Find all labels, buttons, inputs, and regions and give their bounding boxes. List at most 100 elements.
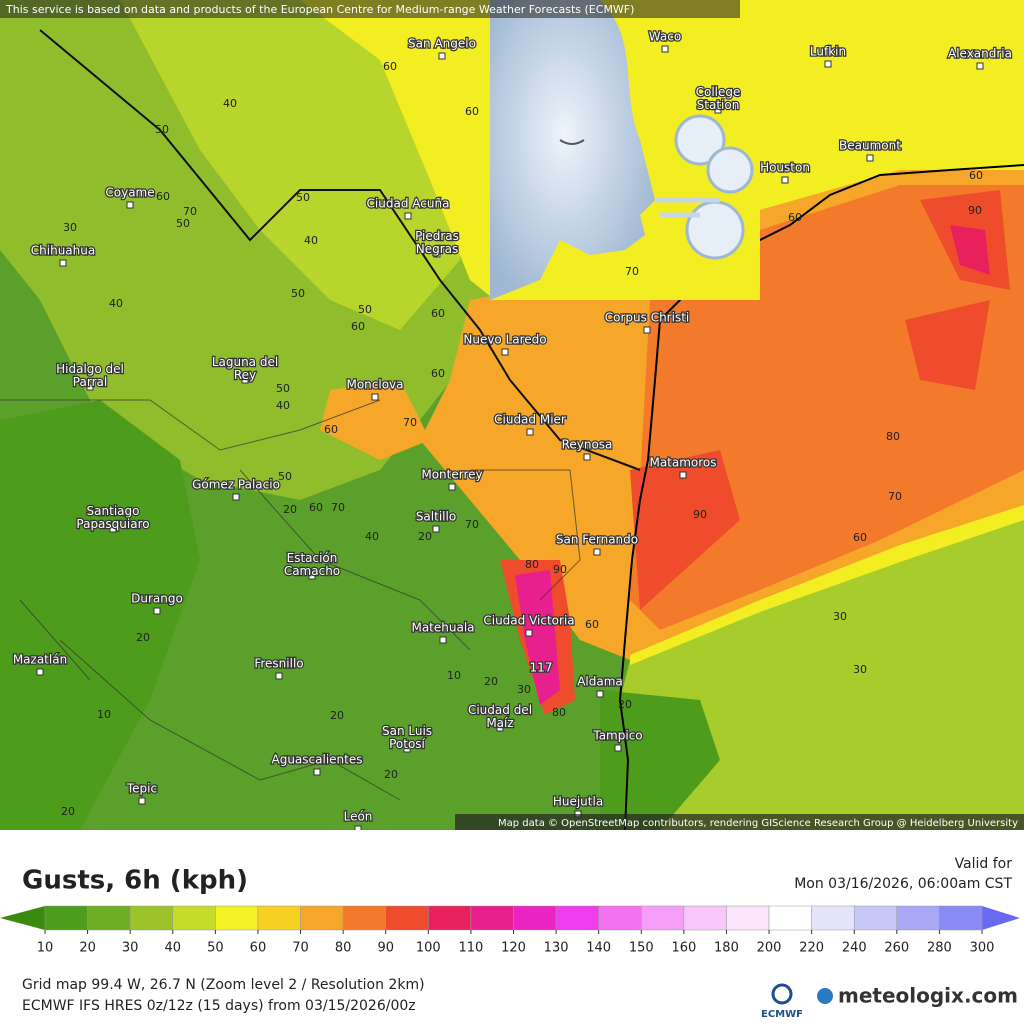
legend-swatch <box>87 905 131 931</box>
legend-tick-label: 90 <box>377 941 394 956</box>
city-label: San Luis Potosí <box>382 724 432 751</box>
city-marker <box>496 724 504 732</box>
legend-tick-label: 280 <box>927 941 952 956</box>
legend-swatch <box>853 905 898 931</box>
legend-swatch <box>129 905 174 931</box>
contour-label: 60 <box>324 423 338 436</box>
contour-label: 70 <box>403 416 417 429</box>
city-label: Tampico <box>592 729 642 743</box>
contour-label: 40 <box>109 297 123 310</box>
contour-label: 90 <box>968 204 982 217</box>
legend-tick-label: 160 <box>671 941 696 956</box>
contour-label: 50 <box>155 123 169 136</box>
illustration <box>490 0 760 300</box>
peak-label: 117 <box>530 661 553 675</box>
legend-swatch <box>896 905 940 931</box>
city-label: Monclova <box>346 378 403 392</box>
city-marker <box>109 525 117 533</box>
city-marker <box>714 106 722 114</box>
legend-tick-label: 50 <box>207 941 224 956</box>
contour-label: 80 <box>525 558 539 571</box>
contour-label: 20 <box>136 631 150 644</box>
legend-tick-label: 140 <box>586 941 611 956</box>
map: San Angelo Waco Lufkin Alexandria College Sta… <box>0 0 1024 830</box>
contour-label: 60 <box>309 501 323 514</box>
city-marker <box>679 471 687 479</box>
contour-label: 40 <box>304 234 318 247</box>
contour-label: 90 <box>553 563 567 576</box>
legend-tick-label: 20 <box>79 941 96 956</box>
contour-label: 50 <box>358 303 372 316</box>
legend-tick-label: 40 <box>164 941 181 956</box>
legend-tick-label: 110 <box>458 941 483 956</box>
grid-info: Grid map 99.4 W, 26.7 N (Zoom level 2 / … <box>22 977 425 993</box>
city-marker <box>59 259 67 267</box>
legend-swatch <box>513 905 557 931</box>
city-label: Lufkin <box>810 45 846 59</box>
legend-tick-label: 300 <box>970 941 995 956</box>
contour-label: 50 <box>291 287 305 300</box>
city-marker <box>525 629 533 637</box>
city-label: Monterrey <box>421 468 482 482</box>
contour-label: 30 <box>833 610 847 623</box>
city-label: León <box>344 810 373 824</box>
city-marker <box>404 212 412 220</box>
city-marker <box>643 326 651 334</box>
city-marker <box>781 176 789 184</box>
city-marker <box>501 348 509 356</box>
contour-label: 20 <box>618 698 632 711</box>
data-notice: This service is based on data and produc… <box>5 3 634 16</box>
legend-swatch <box>555 905 599 931</box>
contour-label: 70 <box>625 265 639 278</box>
city-marker <box>614 744 622 752</box>
contour-label: 20 <box>484 675 498 688</box>
contour-label: 60 <box>156 190 170 203</box>
contour-label: 70 <box>888 490 902 503</box>
contour-label: 20 <box>61 805 75 818</box>
city-label: Ciudad Victoria <box>483 614 574 628</box>
contour-label: 60 <box>788 211 802 224</box>
legend-tick-label: 130 <box>544 941 569 956</box>
contour-label: 50 <box>278 470 292 483</box>
city-label: Durango <box>131 592 183 606</box>
legend-arrow <box>982 906 1020 930</box>
city-label: Alexandria <box>948 47 1012 61</box>
city-label: Hidalgo del Parral <box>56 362 124 389</box>
city-label: San Fernando <box>556 533 638 547</box>
legend-swatch <box>641 905 685 931</box>
city-marker <box>138 797 146 805</box>
city-marker <box>976 62 984 70</box>
valid-label: Valid for <box>955 856 1013 872</box>
city-label: Nuevo Laredo <box>463 333 546 347</box>
map-attribution: Map data © OpenStreetMap contributors, r… <box>498 818 1018 829</box>
contour-label: 20 <box>418 530 432 543</box>
city-label: Ciudad del Maíz <box>468 703 532 730</box>
contour-label: 20 <box>384 768 398 781</box>
contour-label: 40 <box>276 399 290 412</box>
contour-label: 70 <box>465 518 479 531</box>
contour-label: 40 <box>365 530 379 543</box>
contour-label: 60 <box>383 60 397 73</box>
city-label: Matehuala <box>411 621 474 635</box>
contour-label: 40 <box>223 97 237 110</box>
brand[interactable]: meteologix.com <box>838 984 1018 1008</box>
contour-label: 20 <box>283 503 297 516</box>
city-marker <box>153 607 161 615</box>
legend-tick-label: 80 <box>335 941 352 956</box>
legend-swatch <box>172 905 216 931</box>
contour-label: 30 <box>853 663 867 676</box>
city-label: Laguna del Rey <box>212 355 278 382</box>
city-marker <box>308 572 316 580</box>
legend-swatch <box>44 905 88 931</box>
legend-tick-label: 60 <box>250 941 267 956</box>
contour-label: 60 <box>585 618 599 631</box>
city-label: Corpus Christi <box>605 311 690 325</box>
city-label: Piedras Negras <box>415 229 459 256</box>
contour-label: 60 <box>431 367 445 380</box>
city-marker <box>526 428 534 436</box>
legend-tick-label: 10 <box>37 941 54 956</box>
city-marker <box>866 154 874 162</box>
city-label: Saltillo <box>416 510 456 524</box>
contour-label: 10 <box>97 708 111 721</box>
